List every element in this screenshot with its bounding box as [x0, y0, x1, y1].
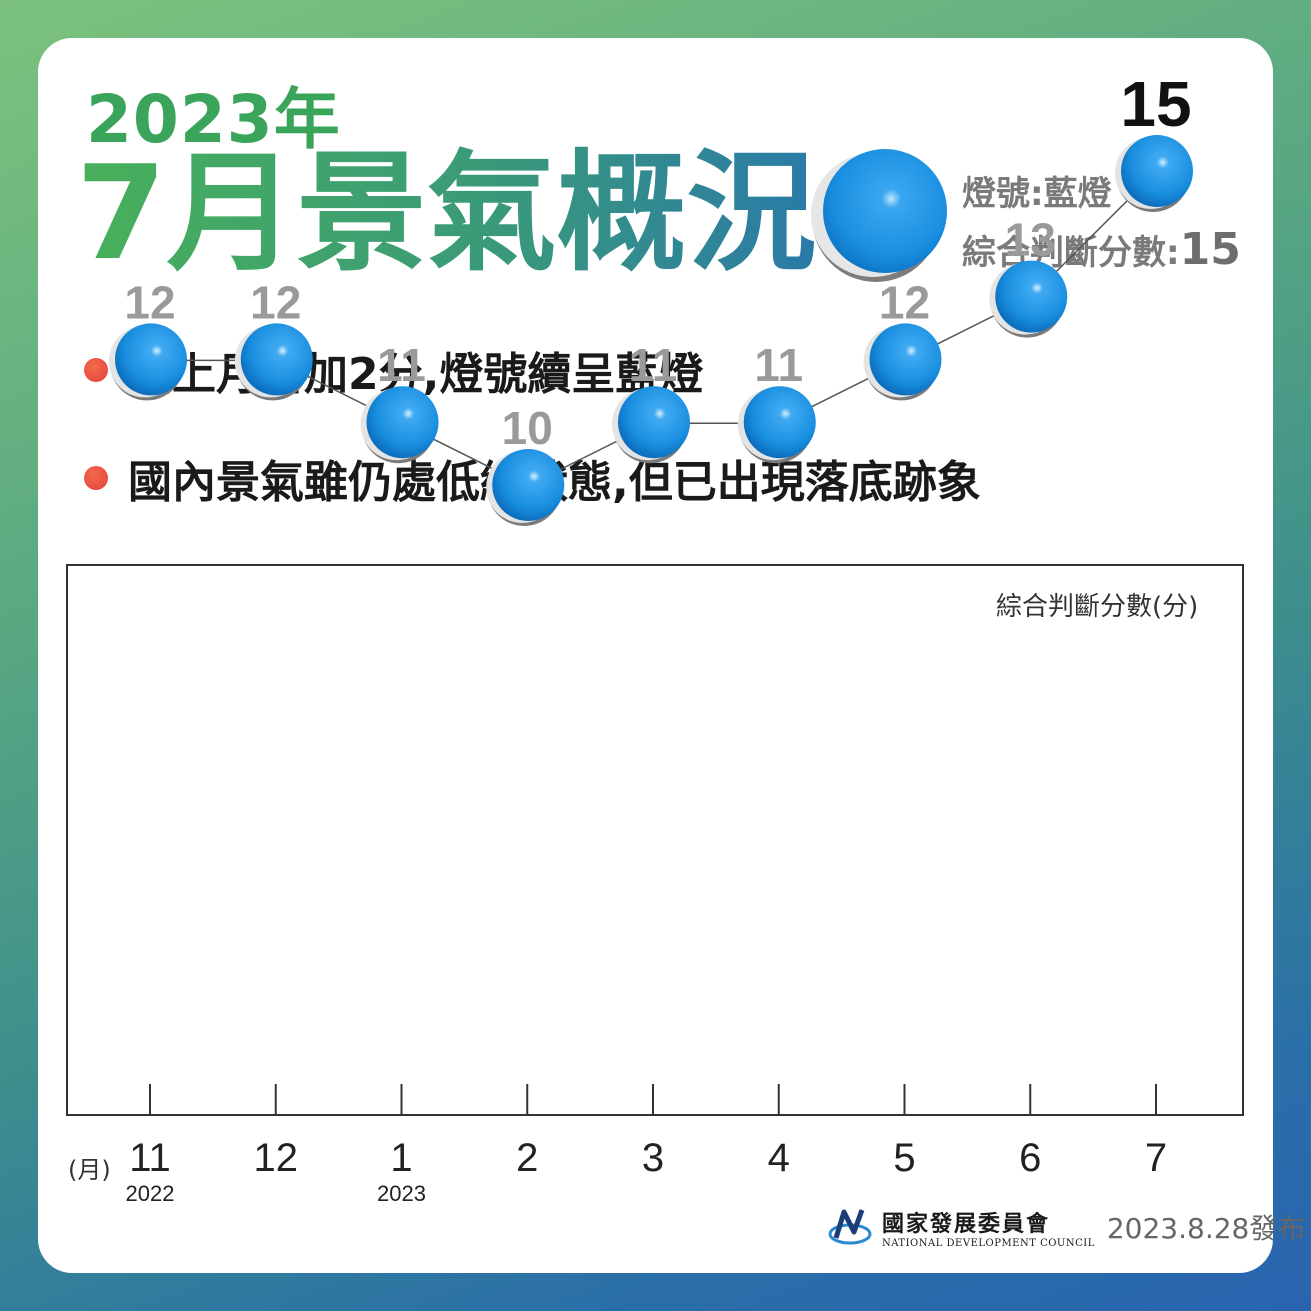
x-tick-label: 12	[254, 1136, 299, 1180]
x-tick-label: 2	[516, 1136, 538, 1180]
data-label: 12	[879, 276, 930, 328]
x-tick-label: 3	[642, 1136, 664, 1180]
data-point-light	[989, 260, 1068, 338]
data-point-light	[737, 386, 816, 464]
data-label: 11	[754, 339, 803, 391]
org-name-zh: 國家發展委員會	[882, 1210, 1051, 1237]
data-point-light	[360, 386, 439, 464]
bullet-dot-icon	[84, 466, 108, 490]
data-label: 12	[250, 276, 301, 328]
data-point-light	[486, 449, 565, 526]
x-tick-label: 4	[768, 1136, 790, 1180]
y-axis-label: 綜合判斷分數(分)	[996, 592, 1199, 622]
x-tick-label: 1	[390, 1136, 412, 1180]
x-tick-label: 11	[129, 1136, 171, 1180]
blue-light-icon	[811, 149, 947, 282]
x-tick-label: 6	[1019, 1136, 1041, 1180]
x-year-label: 2022	[126, 1181, 175, 1206]
x-tick-label: 7	[1145, 1136, 1167, 1180]
data-point-light	[612, 386, 690, 464]
data-point-light	[1115, 135, 1193, 212]
data-label: 11	[629, 339, 678, 391]
ndc-logo-icon	[828, 1209, 872, 1245]
score-line: 綜合判斷分數:15	[962, 222, 1241, 281]
signal-line: 燈號:藍燈	[962, 174, 1112, 214]
chart-frame	[66, 564, 1244, 1116]
x-axis-label: (月)	[68, 1156, 111, 1184]
bullet-dot-icon	[84, 358, 108, 382]
org-name-en: National Development Council	[882, 1237, 1095, 1249]
data-label: 11	[377, 339, 426, 391]
score-label: 綜合判斷分數:	[962, 233, 1180, 273]
data-point-light	[109, 323, 187, 401]
infographic-card: 2023年 7月景氣概況 燈號:藍燈 綜合判斷分數:15 較上月增加2分,燈號續…	[38, 38, 1305, 1273]
data-label: 13	[1005, 214, 1056, 266]
release-date: 2023.8.28發布	[1106, 1212, 1306, 1245]
data-label: 15	[1120, 68, 1191, 140]
score-value: 15	[1179, 224, 1241, 275]
data-point-light	[863, 323, 942, 401]
data-label: 10	[502, 402, 553, 454]
data-label: 12	[124, 276, 175, 328]
x-year-label: 2023	[377, 1181, 426, 1206]
org-name: 國家發展委員會 National Development Council	[882, 1206, 1095, 1249]
year-title: 2023年	[86, 81, 341, 158]
headline-title: 7月景氣概況	[76, 137, 817, 289]
signal-summary: 燈號:藍燈 綜合判斷分數:15	[962, 166, 1241, 281]
x-tick-label: 5	[893, 1136, 915, 1180]
data-point-light	[234, 323, 313, 401]
footer: 國家發展委員會 National Development Council 202…	[828, 1204, 1305, 1250]
